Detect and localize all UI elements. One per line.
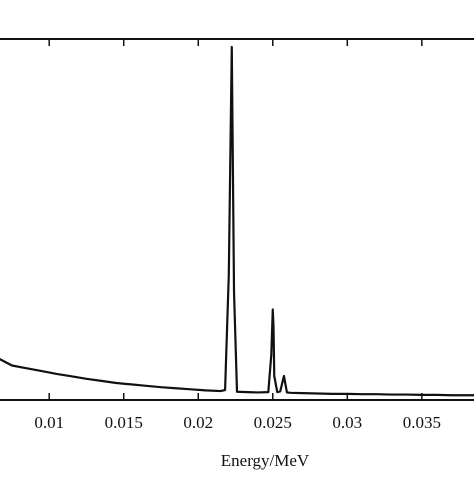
x-tick-label: 0.01 — [34, 413, 64, 432]
x-ticks: 0.01 0.015 0.02 0.025 0.03 0.035 — [34, 39, 441, 432]
x-tick-label: 0.03 — [332, 413, 362, 432]
x-tick-label: 0.025 — [254, 413, 292, 432]
x-tick-label: 0.035 — [403, 413, 441, 432]
x-tick-label: 0.015 — [105, 413, 143, 432]
x-axis-label: Energy/MeV — [221, 451, 310, 470]
x-tick-label: 0.02 — [183, 413, 213, 432]
series-group — [0, 45, 474, 397]
spectrum-line — [0, 45, 474, 397]
axes — [0, 38, 474, 401]
